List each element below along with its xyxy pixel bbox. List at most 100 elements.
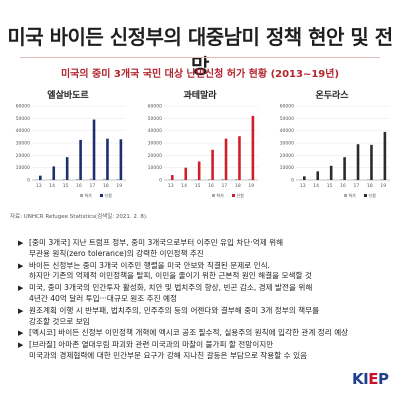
chart-section-title: 미국의 중미 3개국 국민 대상 난민신청 허가 현황 (2013~19년) — [60, 69, 340, 80]
y-tick-label: 30000 — [16, 141, 30, 147]
bullet-text: 미국, 중미 3개국의 민간투자 활성화, 치안 및 법치주의 향상, 빈곤 감… — [29, 283, 388, 305]
bullet-arrow-icon: ▶ — [18, 306, 24, 315]
x-tick-label: 16 — [340, 183, 346, 189]
x-tick-label: 15 — [63, 183, 69, 189]
chart-guatemala: 과테말라 0 10000 20000 30000 40000 50000 60000 13 14… — [138, 88, 262, 204]
title-divider — [20, 57, 380, 58]
bar-applied — [370, 144, 373, 180]
bar-applied — [184, 167, 188, 180]
bullet-text: [멕시코] 바이든 신정부 이민정책 개혁에 멕시코 공조 필수적, 실용주의 … — [29, 328, 388, 339]
y-tick-label: 40000 — [16, 128, 30, 134]
legend-swatch — [212, 194, 215, 197]
legend-swatch — [232, 194, 235, 197]
bullet-arrow-icon: ▶ — [18, 284, 24, 293]
bullet-line: 4년간 40억 달러 투입···대규모 원조 추진 예정 — [29, 293, 177, 303]
bullet-line: 하지만 기존의 억제적 이민정책을 탈피, 이민을 줄이기 위한 근본적 원인 … — [29, 271, 312, 281]
x-tick-label: 17 — [90, 183, 96, 189]
bullet-item: ▶ 바이든 신정부는 중미 3개국 이주민 행렬을 미국 안보와 직결된 문제로 … — [18, 261, 388, 283]
kiep-logo: KIEP — [352, 370, 389, 388]
y-tick-label: 50000 — [148, 116, 162, 122]
bullet-item: ▶ 원조계획 이행 시 반부패, 법치주의, 민주주의 등의 어젠다와 결부해 중… — [18, 306, 388, 328]
bar-applied — [251, 115, 255, 180]
bar-applied — [356, 144, 360, 180]
y-tick-label: 0 — [159, 178, 162, 184]
x-tick-label: 19 — [248, 183, 254, 189]
x-tick-label: 13 — [168, 183, 174, 189]
bullet-line: [중미 3개국] 지난 트럼프 정부, 중미 3개국으로부터 이주민 유입 차단… — [29, 238, 284, 247]
y-tick-label: 20000 — [16, 153, 30, 159]
bullet-item: ▶ [멕시코] 바이든 신정부 이민정책 개혁에 멕시코 공조 필수적, 실용주의… — [18, 328, 388, 339]
bullet-line: 바이든 신정부는 중미 3개국 이주민 행렬을 미국 안보와 직결된 문제로 인… — [29, 260, 270, 270]
chart-title: 엘살바도르 — [47, 91, 89, 101]
chart-svg: 0 10000 20000 30000 40000 50000 60000 13 14 15 16 1… — [16, 104, 126, 198]
bar-applied — [52, 166, 56, 180]
bar-applied — [329, 165, 333, 180]
bullet-text: 원조계획 이행 시 반부패, 법치주의, 민주주의 등의 어젠다와 결부해 중미… — [29, 306, 388, 328]
x-tick-label: 16 — [208, 183, 214, 189]
bar-approved — [49, 179, 52, 180]
bullet-arrow-icon: ▶ — [18, 329, 24, 338]
bar-applied — [343, 157, 346, 180]
bullet-arrow-icon: ▶ — [18, 261, 24, 270]
bar-applied — [119, 139, 123, 180]
bar-approved — [116, 179, 119, 180]
bar-approved — [366, 179, 370, 180]
chart-title: 과테말라 — [183, 91, 217, 101]
legend-swatch — [80, 194, 83, 197]
bullet-line: [멕시코] 바이든 신정부 이민정책 개혁에 멕시코 공조 필수적, 실용주의 … — [29, 328, 349, 338]
legend-swatch — [344, 194, 347, 197]
logo-part: E — [368, 370, 378, 388]
bar-approved — [340, 179, 343, 180]
legend-label: 신청 — [105, 192, 113, 198]
bullet-line: 무관용 원칙(zero tolerance)의 강력한 이민정책 추진 — [29, 248, 204, 258]
x-tick-label: 18 — [235, 183, 241, 189]
x-tick-label: 16 — [76, 183, 82, 189]
y-tick-label: 40000 — [280, 128, 294, 134]
bar-approved — [248, 179, 251, 180]
bar-applied — [39, 175, 42, 180]
legend-label: 허가 — [85, 192, 93, 198]
legend-swatch — [100, 194, 103, 197]
y-tick-label: 10000 — [16, 165, 30, 171]
bullet-item: ▶ [중미 3개국] 지난 트럼프 정부, 중미 3개국으로부터 이주민 유입 차… — [18, 238, 388, 260]
bullet-text: [브라질] 아마존 열대우림 파괴와 관련 미국과의 마찰이 불가피 할 전망이… — [29, 340, 388, 362]
bullet-line: 원조계획 이행 시 반부패, 법치주의, 민주주의 등의 어젠다와 결부해 중미… — [29, 305, 320, 315]
y-tick-label: 30000 — [148, 141, 162, 147]
bar-approved — [89, 178, 93, 180]
y-tick-label: 30000 — [280, 141, 294, 147]
y-tick-label: 0 — [291, 178, 294, 184]
bar-approved — [234, 179, 238, 180]
x-tick-label: 15 — [195, 183, 201, 189]
bar-approved — [62, 179, 66, 180]
x-tick-label: 17 — [222, 183, 228, 189]
bar-applied — [92, 119, 96, 180]
y-tick-label: 50000 — [16, 116, 30, 122]
bar-applied — [316, 171, 320, 180]
source-note: 자료: UNHCR Refugee Statistics(검색일: 2021. … — [10, 214, 148, 220]
bar-applied — [303, 176, 306, 180]
y-tick-label: 0 — [27, 178, 30, 184]
y-tick-label: 20000 — [280, 153, 294, 159]
bullet-arrow-icon: ▶ — [18, 239, 24, 247]
bullet-text: [중미 3개국] 지난 트럼프 정부, 중미 3개국으로부터 이주민 유입 차단… — [29, 238, 388, 260]
y-tick-label: 60000 — [16, 104, 30, 110]
legend-label: 신청 — [369, 192, 377, 198]
bar-approved — [221, 178, 225, 180]
chart-el-salvador: 엘살바도르 0 10000 20000 30000 40000 50000 60000 13 1… — [6, 88, 130, 204]
legend-label: 신청 — [237, 192, 245, 198]
bullet-item: ▶ [브라질] 아마존 열대우림 파괴와 관련 미국과의 마찰이 불가피 할 전망… — [18, 340, 388, 362]
bullet-line: 미국, 중미 3개국의 민간투자 활성화, 치안 및 법치주의 향상, 빈곤 감… — [29, 283, 313, 293]
page-title: 미국 바이든 신정부의 대중남미 정책 현안 및 전망 — [7, 25, 393, 78]
logo-part: P — [377, 370, 389, 388]
bar-approved — [194, 179, 198, 180]
bullet-line: [브라질] 아마존 열대우림 파괴와 관련 미국과의 마찰이 불가피 할 전망이… — [29, 340, 274, 350]
bullet-line: 미국과의 경제협력에 대한 민간부문 요구가 강해 지나친 갈등은 부담으로 작… — [29, 350, 308, 360]
y-tick-label: 40000 — [148, 128, 162, 134]
y-tick-label: 60000 — [280, 104, 294, 110]
bullet-item: ▶ 미국, 중미 3개국의 민간투자 활성화, 치안 및 법치주의 향상, 빈곤 … — [18, 283, 388, 305]
x-tick-label: 18 — [367, 183, 373, 189]
x-tick-label: 17 — [354, 183, 360, 189]
legend-swatch — [364, 194, 367, 197]
legend-label: 허가 — [217, 192, 225, 198]
x-tick-label: 14 — [181, 183, 187, 189]
